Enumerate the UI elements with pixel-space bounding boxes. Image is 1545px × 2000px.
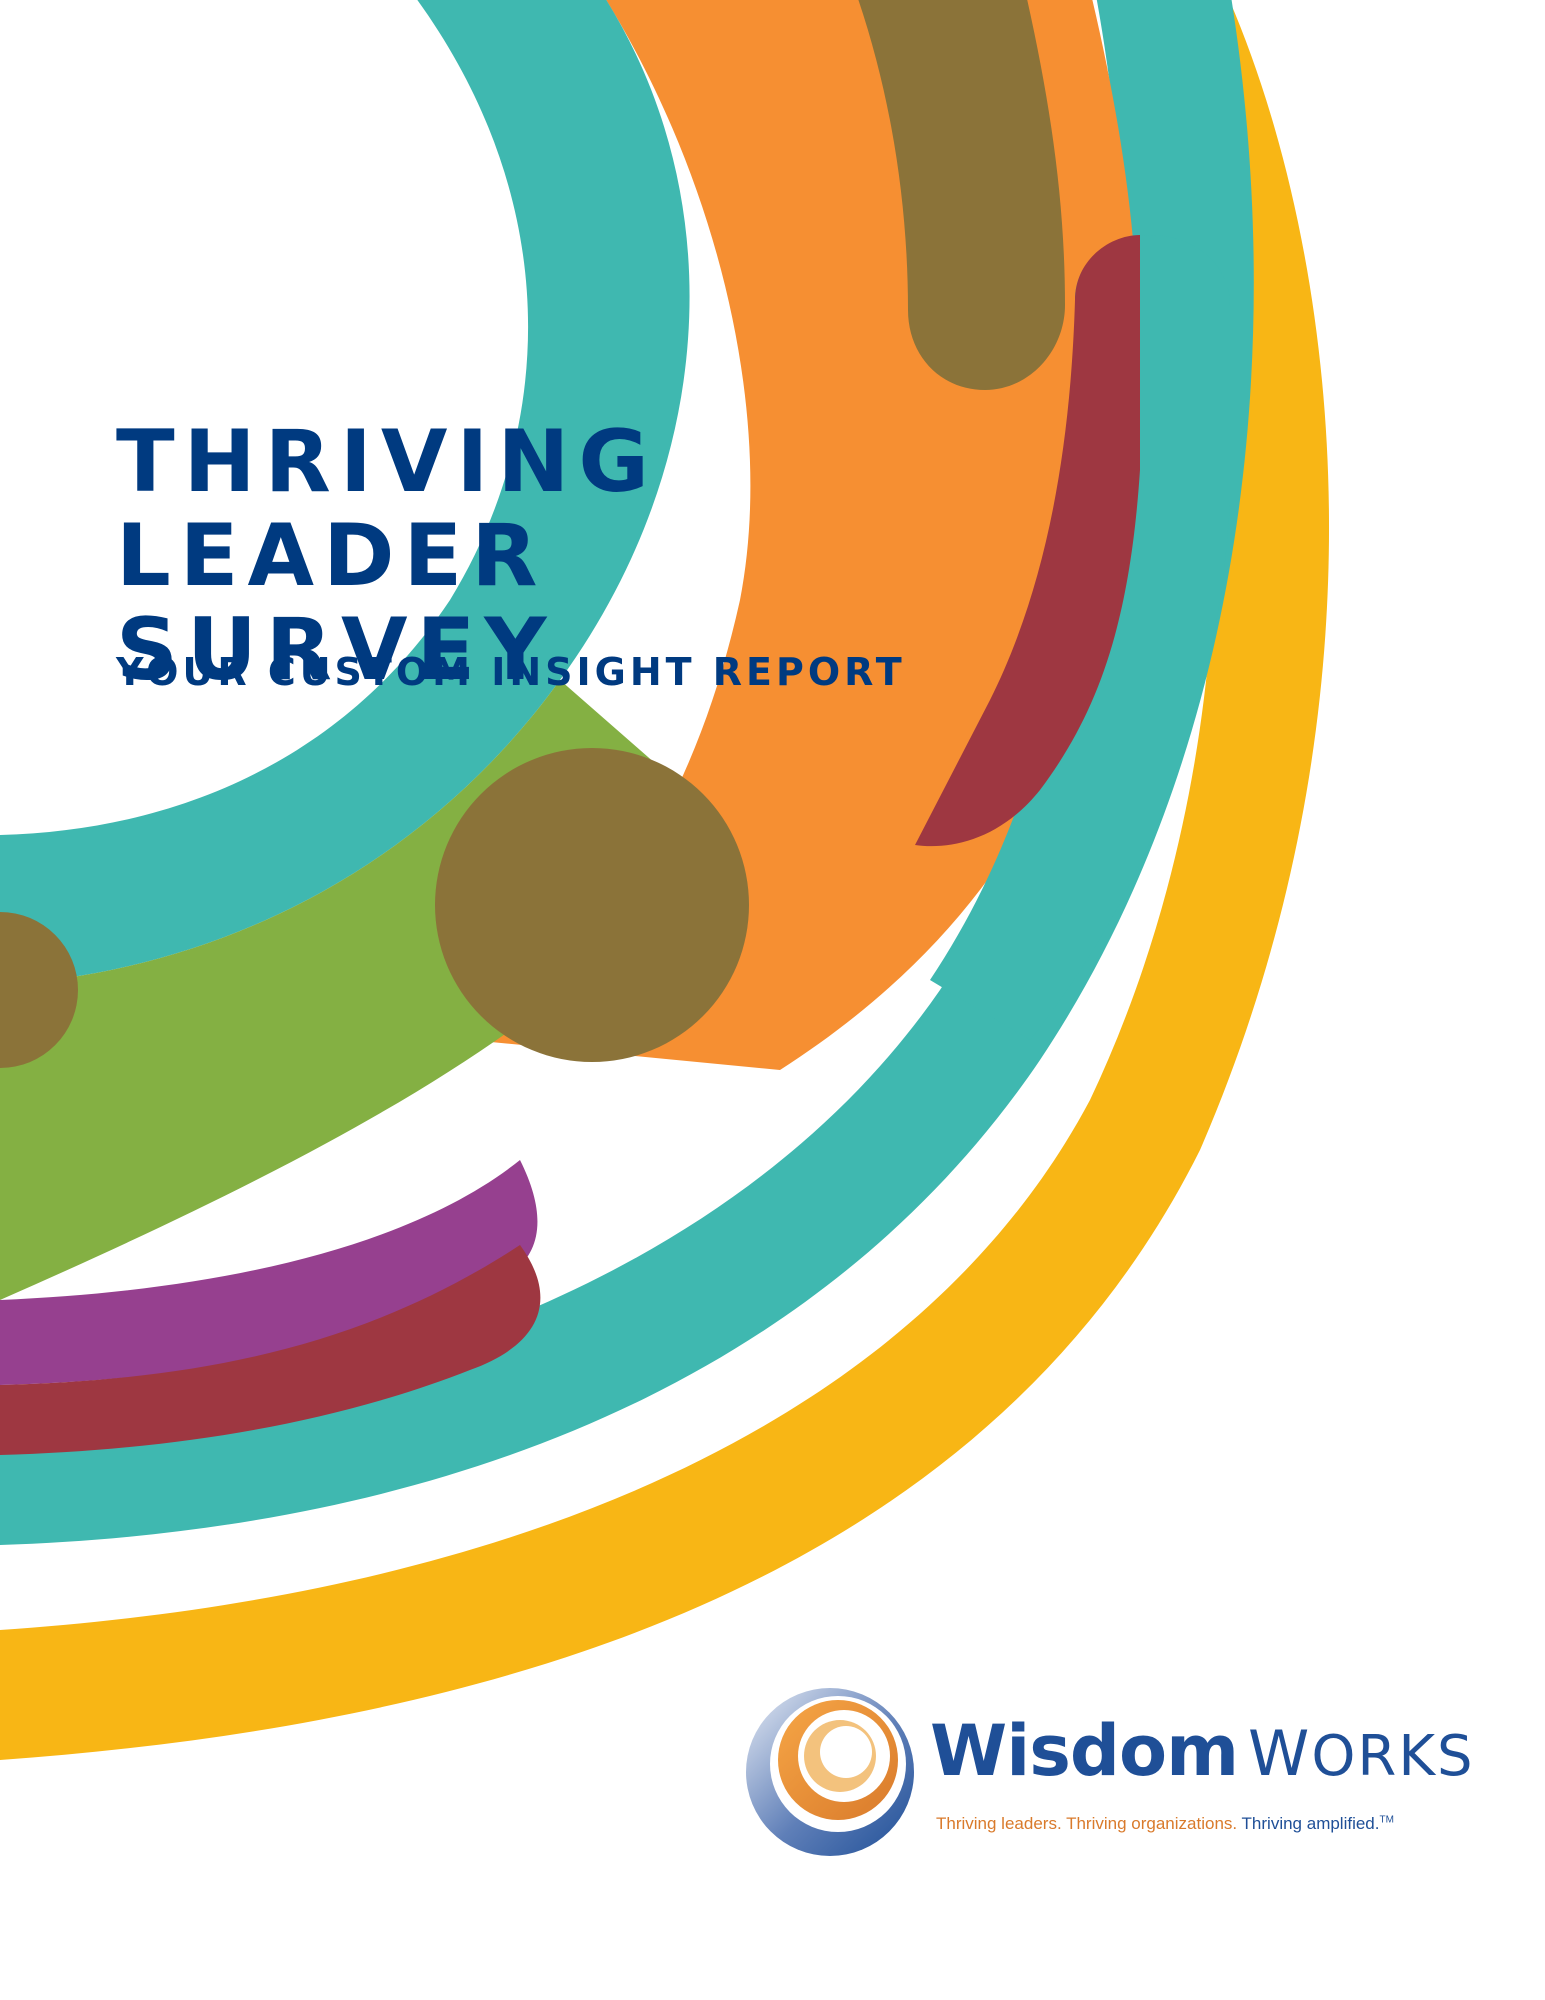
brand-name-light: WORKS bbox=[1248, 1717, 1475, 1790]
maroon-right-band bbox=[915, 235, 1140, 847]
brand-name-bold: Wisdom bbox=[930, 1710, 1239, 1792]
teal-outer-arc bbox=[0, 0, 1254, 1545]
olive-top-band bbox=[858, 0, 1065, 390]
olive-circle-large bbox=[435, 748, 749, 1062]
yellow-arc bbox=[0, 0, 1330, 1760]
brand-name: Wisdom WORKS bbox=[930, 1716, 1475, 1786]
tagline-part-3: Thriving amplified. bbox=[1241, 1814, 1380, 1833]
brand-tagline: Thriving leaders. Thriving organizations… bbox=[936, 1814, 1394, 1834]
maroon-lower-arc bbox=[0, 1245, 541, 1455]
swirl-circle-icon bbox=[746, 1688, 914, 1856]
tagline-part-1: Thriving leaders. bbox=[936, 1814, 1062, 1833]
title-line-1: THRIVING LEADER bbox=[116, 412, 658, 606]
teal-inner-ring bbox=[0, 0, 690, 985]
wisdom-works-logo: Wisdom WORKS Thriving leaders. Thriving o… bbox=[740, 1680, 1473, 1860]
trademark-mark: TM bbox=[1379, 1814, 1394, 1826]
report-subtitle: YOUR CUSTOM INSIGHT REPORT bbox=[116, 650, 906, 694]
tagline-part-2: Thriving organizations. bbox=[1066, 1814, 1238, 1833]
olive-circle-small bbox=[0, 912, 78, 1068]
title-line-2: SURVEY bbox=[116, 600, 556, 700]
report-title: THRIVING LEADER SURVEY bbox=[116, 415, 1116, 697]
purple-arc bbox=[0, 1160, 538, 1385]
